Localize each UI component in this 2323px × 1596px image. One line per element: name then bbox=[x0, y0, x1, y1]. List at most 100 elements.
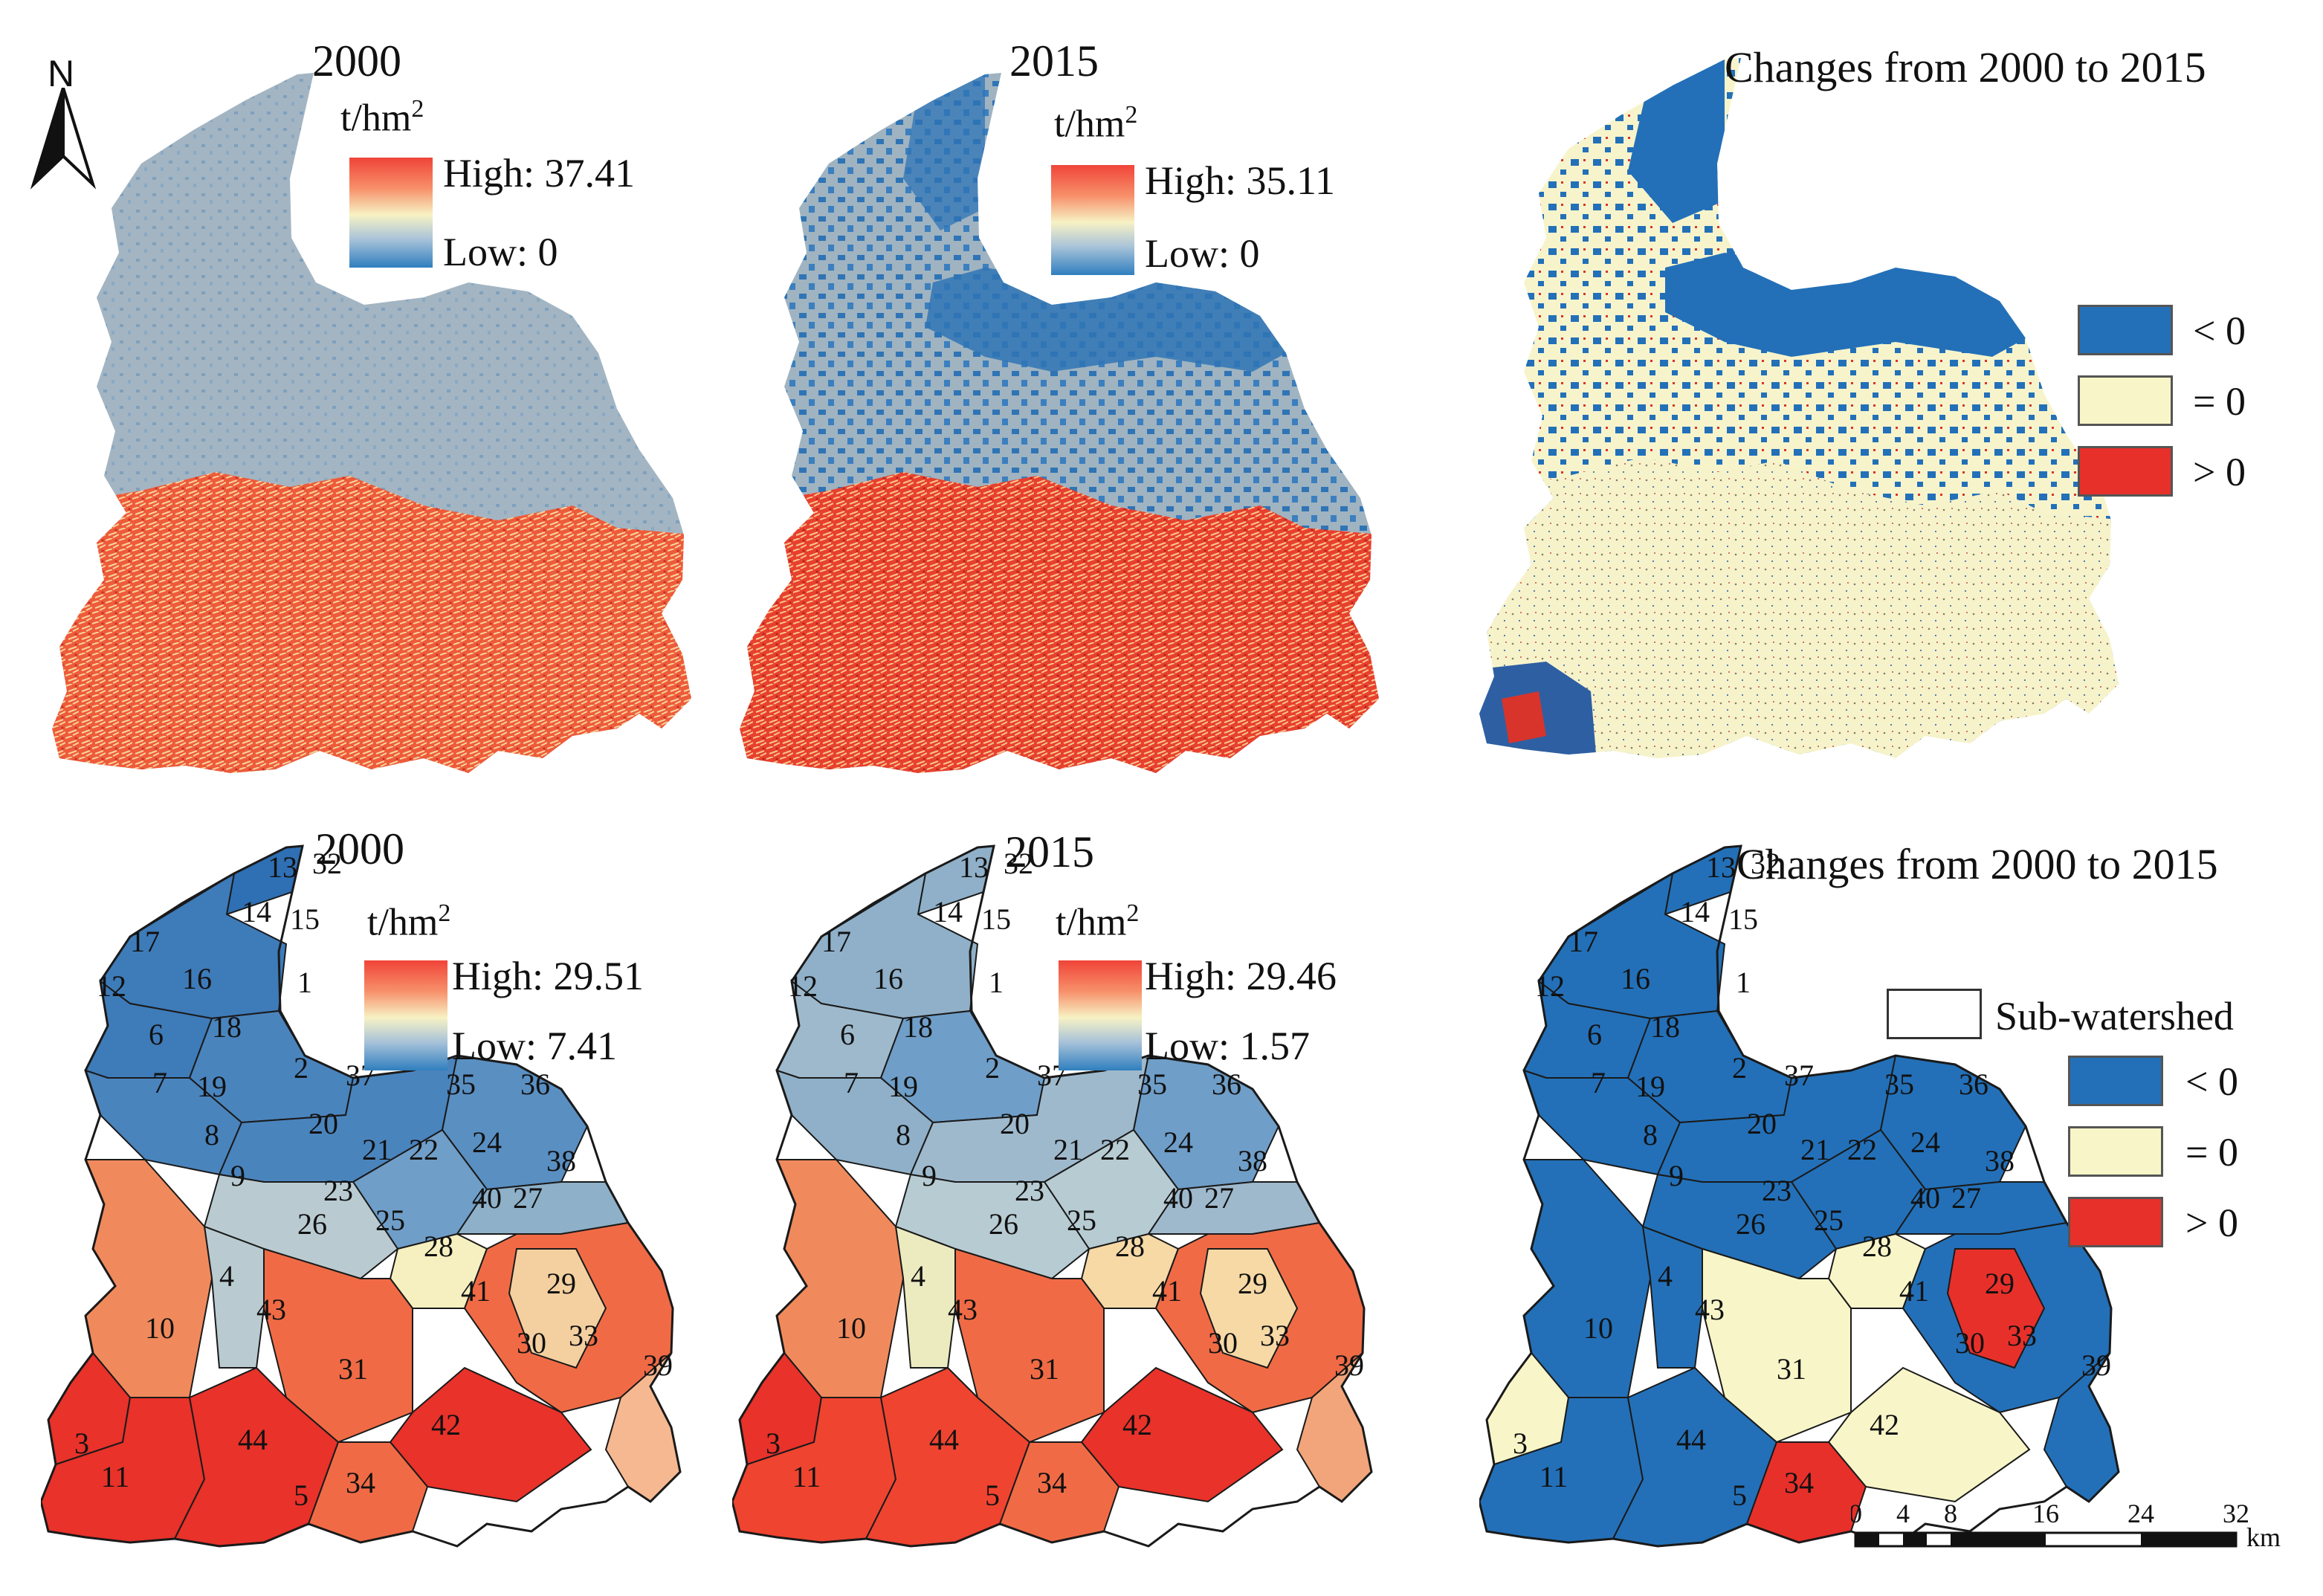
subwatershed-label-25: 25 bbox=[1814, 1204, 1844, 1237]
top-left-low: Low: 0 bbox=[443, 230, 558, 274]
subwatershed-label-40: 40 bbox=[472, 1181, 502, 1215]
north-arrow-icon bbox=[30, 88, 97, 190]
subwatershed-label-1: 1 bbox=[297, 966, 312, 999]
subwatershed-label-9: 9 bbox=[1669, 1159, 1684, 1192]
subwatershed-label-21: 21 bbox=[1053, 1133, 1083, 1166]
subwatershed-label-40: 40 bbox=[1163, 1181, 1193, 1215]
scale-tick-32: 32 bbox=[2223, 1499, 2249, 1528]
bottom-left-gradient bbox=[364, 960, 448, 1070]
subwatershed-label-25: 25 bbox=[1067, 1204, 1096, 1237]
bottom-legend-pos: > 0 bbox=[2185, 1201, 2238, 1245]
bottom-left-high: High: 29.51 bbox=[452, 954, 644, 998]
subwatershed-polygon bbox=[894, 1225, 956, 1369]
subwatershed-label-16: 16 bbox=[182, 962, 212, 995]
top-left-gradient bbox=[349, 158, 433, 268]
subwatershed-label-42: 42 bbox=[1870, 1408, 1899, 1441]
subwatershed-label-18: 18 bbox=[903, 1010, 933, 1044]
map-top-change bbox=[1479, 58, 2119, 758]
subwatershed-label-27: 27 bbox=[1951, 1181, 1981, 1215]
bottom-right-title: Changes from 2000 to 2015 bbox=[1736, 840, 2218, 888]
subwatershed-label-43: 43 bbox=[256, 1293, 286, 1326]
subwatershed-label-25: 25 bbox=[375, 1204, 405, 1237]
top-legend-pos: > 0 bbox=[2193, 450, 2246, 494]
subwatershed-label-9: 9 bbox=[230, 1159, 245, 1192]
subwatershed-label-12: 12 bbox=[97, 969, 126, 1003]
subwatershed-label-23: 23 bbox=[323, 1174, 353, 1207]
subwatershed-label-12: 12 bbox=[788, 969, 818, 1003]
subwatershed-label-11: 11 bbox=[792, 1460, 821, 1493]
top-legend-swatch-zero bbox=[2078, 375, 2173, 426]
north-label: N bbox=[48, 53, 75, 94]
subwatershed-label-33: 33 bbox=[2007, 1319, 2037, 1352]
subwatershed-label-35: 35 bbox=[1884, 1067, 1914, 1101]
subwatershed-label-2: 2 bbox=[1732, 1051, 1747, 1085]
subwatershed-label-34: 34 bbox=[346, 1466, 375, 1499]
subwatershed-label-1: 1 bbox=[1736, 966, 1751, 999]
subwatershed-label-26: 26 bbox=[1736, 1207, 1765, 1241]
top-left-high: High: 37.41 bbox=[443, 151, 636, 196]
subwatershed-label-30: 30 bbox=[517, 1326, 546, 1360]
subwatershed-label-4: 4 bbox=[1658, 1259, 1673, 1293]
subwatershed-label-7: 7 bbox=[152, 1066, 167, 1099]
subwatershed-polygon bbox=[508, 1248, 607, 1369]
subwatershed-label-19: 19 bbox=[197, 1070, 227, 1103]
subwatershed-label-22: 22 bbox=[409, 1133, 439, 1166]
subwatershed-label-13: 13 bbox=[959, 850, 989, 884]
subwatershed-label-38: 38 bbox=[1985, 1144, 2015, 1177]
subwatershed-label-24: 24 bbox=[1910, 1125, 1940, 1159]
top-legend-neg: < 0 bbox=[2193, 308, 2246, 353]
subwatershed-label-35: 35 bbox=[446, 1067, 476, 1101]
bottom-legend-neg: < 0 bbox=[2185, 1059, 2238, 1104]
top-middle-high: High: 35.11 bbox=[1145, 158, 1335, 203]
subwatershed-label-29: 29 bbox=[546, 1267, 576, 1300]
subwatershed-label-2: 2 bbox=[294, 1051, 308, 1085]
bottom-legend-swatch-zero bbox=[2068, 1126, 2163, 1177]
subwatershed-label-36: 36 bbox=[1959, 1067, 1988, 1101]
subwatershed-label-30: 30 bbox=[1955, 1326, 1985, 1360]
scale-tick-16: 16 bbox=[2032, 1499, 2059, 1528]
subwatershed-label-11: 11 bbox=[1539, 1460, 1568, 1493]
subwatershed-label-18: 18 bbox=[212, 1010, 242, 1044]
subwatershed-label-15: 15 bbox=[981, 902, 1011, 936]
subwatershed-label-32: 32 bbox=[1004, 847, 1033, 880]
subwatershed-label-20: 20 bbox=[1747, 1107, 1777, 1140]
top-left-year: 2000 bbox=[312, 36, 401, 85]
subwatershed-label-31: 31 bbox=[338, 1352, 368, 1386]
scale-bar: 0 4 8 16 24 32 km bbox=[1851, 1499, 2281, 1552]
subwatershed-label-28: 28 bbox=[424, 1230, 453, 1263]
subwatershed-polygon bbox=[775, 1159, 905, 1398]
bottom-middle-high: High: 29.46 bbox=[1145, 954, 1337, 998]
subwatershed-label-11: 11 bbox=[101, 1460, 130, 1493]
subwatershed-swatch bbox=[1887, 989, 1982, 1039]
subwatershed-label-8: 8 bbox=[1643, 1118, 1658, 1151]
subwatershed-label-39: 39 bbox=[2081, 1348, 2111, 1382]
subwatershed-label-14: 14 bbox=[242, 895, 271, 928]
subwatershed-label-3: 3 bbox=[1513, 1427, 1528, 1460]
subwatershed-label-27: 27 bbox=[513, 1181, 543, 1215]
subwatershed-label-15: 15 bbox=[1728, 902, 1758, 936]
subwatershed-label-20: 20 bbox=[308, 1107, 338, 1140]
subwatershed-label-36: 36 bbox=[1212, 1067, 1241, 1101]
scale-unit: km bbox=[2246, 1522, 2281, 1552]
top-middle-gradient bbox=[1051, 165, 1134, 275]
subwatershed-label-44: 44 bbox=[929, 1423, 959, 1456]
scale-tick-8: 8 bbox=[1944, 1499, 1957, 1528]
subwatershed-label-1: 1 bbox=[989, 966, 1004, 999]
subwatershed-polygon bbox=[84, 1159, 213, 1398]
subwatershed-label-9: 9 bbox=[922, 1159, 937, 1192]
subwatershed-label-7: 7 bbox=[844, 1066, 859, 1099]
subwatershed-label-40: 40 bbox=[1910, 1181, 1940, 1215]
top-legend-zero: = 0 bbox=[2193, 379, 2246, 424]
subwatershed-label-26: 26 bbox=[989, 1207, 1018, 1241]
subwatershed-label-10: 10 bbox=[836, 1311, 866, 1345]
subwatershed-label-24: 24 bbox=[472, 1125, 502, 1159]
subwatershed-label-42: 42 bbox=[1122, 1408, 1152, 1441]
subwatershed-label-42: 42 bbox=[431, 1408, 461, 1441]
subwatershed-label-32: 32 bbox=[312, 847, 342, 880]
subwatershed-label-22: 22 bbox=[1100, 1133, 1130, 1166]
subwatershed-label-34: 34 bbox=[1037, 1466, 1067, 1499]
subwatershed-label-27: 27 bbox=[1204, 1181, 1234, 1215]
subwatershed-label: Sub-watershed bbox=[1995, 994, 2234, 1038]
subwatershed-label-8: 8 bbox=[896, 1118, 911, 1151]
subwatershed-label-44: 44 bbox=[1676, 1423, 1706, 1456]
